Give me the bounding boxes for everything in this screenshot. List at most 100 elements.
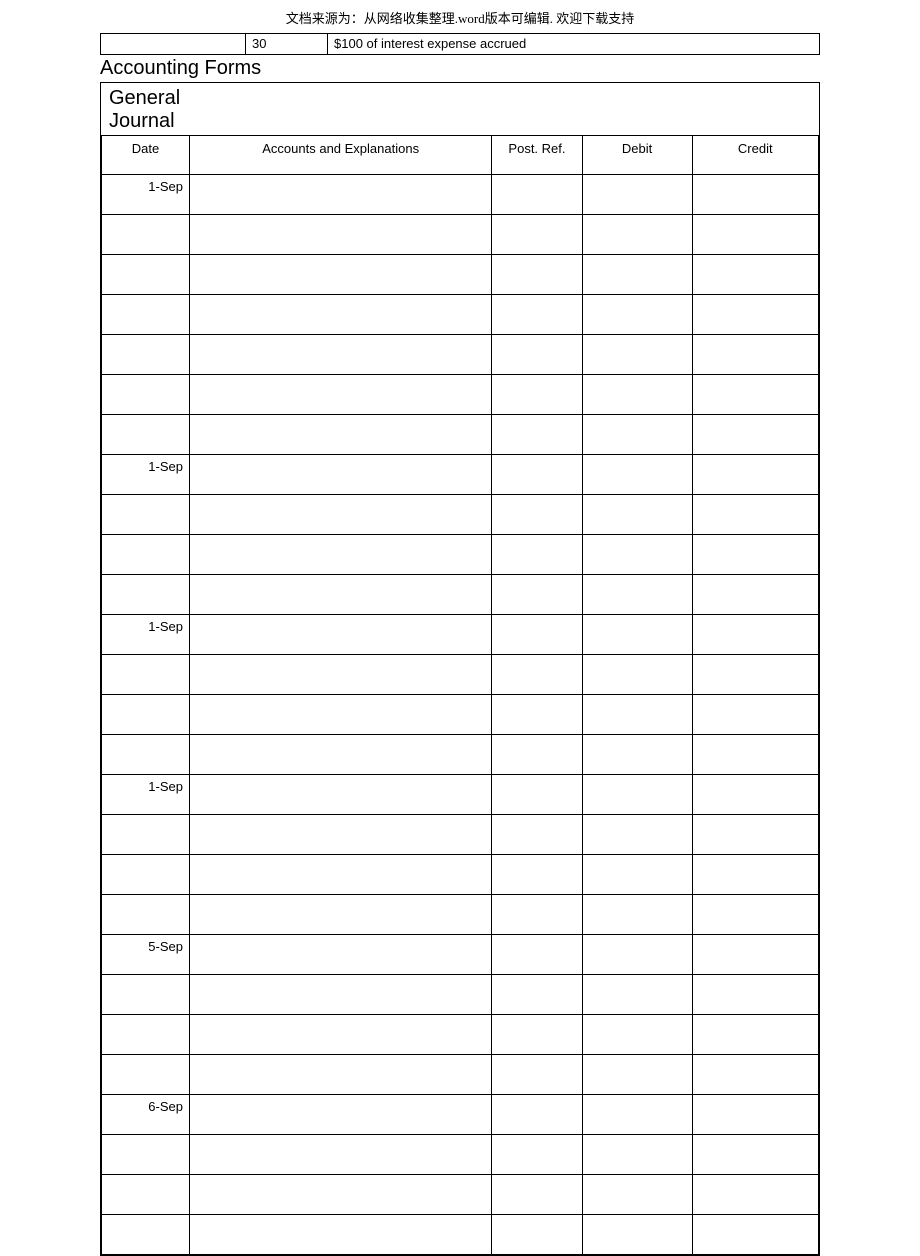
- cell-date: [102, 1015, 190, 1055]
- cell-date: [102, 535, 190, 575]
- cell-debit: [582, 975, 692, 1015]
- cell-postref: [492, 255, 582, 295]
- col-header-postref: Post. Ref.: [492, 136, 582, 175]
- table-row: [102, 215, 819, 255]
- cell-credit: [692, 1055, 818, 1095]
- table-row: [102, 655, 819, 695]
- journal-container: General Journal Date Accounts and Explan…: [100, 82, 820, 1256]
- cell-accounts: [189, 1055, 491, 1095]
- cell-postref: [492, 775, 582, 815]
- cell-debit: [582, 695, 692, 735]
- table-row: [102, 975, 819, 1015]
- cell-date: 1-Sep: [102, 175, 190, 215]
- cell-accounts: [189, 615, 491, 655]
- cell-postref: [492, 455, 582, 495]
- cell-credit: [692, 695, 818, 735]
- cell-postref: [492, 695, 582, 735]
- top-row-cell-3: $100 of interest expense accrued: [328, 34, 819, 54]
- table-row: 1-Sep: [102, 455, 819, 495]
- table-row: [102, 535, 819, 575]
- cell-date: [102, 295, 190, 335]
- cell-credit: [692, 895, 818, 935]
- cell-date: [102, 895, 190, 935]
- cell-debit: [582, 575, 692, 615]
- cell-date: [102, 815, 190, 855]
- cell-postref: [492, 1055, 582, 1095]
- table-row: [102, 855, 819, 895]
- cell-credit: [692, 735, 818, 775]
- cell-debit: [582, 175, 692, 215]
- cell-date: [102, 375, 190, 415]
- cell-credit: [692, 295, 818, 335]
- cell-debit: [582, 375, 692, 415]
- cell-debit: [582, 1135, 692, 1175]
- cell-accounts: [189, 215, 491, 255]
- cell-date: 5-Sep: [102, 935, 190, 975]
- cell-accounts: [189, 455, 491, 495]
- cell-postref: [492, 895, 582, 935]
- cell-credit: [692, 655, 818, 695]
- cell-debit: [582, 1055, 692, 1095]
- cell-debit: [582, 615, 692, 655]
- cell-postref: [492, 615, 582, 655]
- cell-accounts: [189, 695, 491, 735]
- table-row: 6-Sep: [102, 1095, 819, 1135]
- top-row-cell-2: 30: [246, 34, 328, 54]
- cell-accounts: [189, 175, 491, 215]
- cell-accounts: [189, 295, 491, 335]
- cell-credit: [692, 335, 818, 375]
- cell-date: [102, 255, 190, 295]
- table-row: [102, 1135, 819, 1175]
- cell-date: [102, 1055, 190, 1095]
- cell-debit: [582, 1015, 692, 1055]
- cell-accounts: [189, 1015, 491, 1055]
- top-row-cell-1: [101, 34, 246, 54]
- cell-date: 1-Sep: [102, 615, 190, 655]
- cell-credit: [692, 415, 818, 455]
- cell-postref: [492, 575, 582, 615]
- table-row: [102, 375, 819, 415]
- cell-accounts: [189, 375, 491, 415]
- cell-debit: [582, 255, 692, 295]
- cell-accounts: [189, 935, 491, 975]
- table-row: [102, 415, 819, 455]
- cell-credit: [692, 1215, 818, 1255]
- cell-postref: [492, 375, 582, 415]
- top-info-row: 30 $100 of interest expense accrued: [100, 33, 820, 55]
- table-row: [102, 295, 819, 335]
- cell-postref: [492, 735, 582, 775]
- cell-debit: [582, 775, 692, 815]
- col-header-credit: Credit: [692, 136, 818, 175]
- cell-debit: [582, 855, 692, 895]
- cell-postref: [492, 1095, 582, 1135]
- cell-credit: [692, 775, 818, 815]
- table-row: 5-Sep: [102, 935, 819, 975]
- table-row: [102, 1175, 819, 1215]
- cell-postref: [492, 815, 582, 855]
- cell-debit: [582, 535, 692, 575]
- table-row: [102, 695, 819, 735]
- cell-credit: [692, 535, 818, 575]
- table-row: [102, 815, 819, 855]
- table-row: [102, 735, 819, 775]
- cell-credit: [692, 455, 818, 495]
- cell-debit: [582, 455, 692, 495]
- cell-postref: [492, 855, 582, 895]
- cell-accounts: [189, 855, 491, 895]
- cell-postref: [492, 495, 582, 535]
- cell-accounts: [189, 335, 491, 375]
- cell-postref: [492, 655, 582, 695]
- cell-date: [102, 1135, 190, 1175]
- cell-accounts: [189, 1095, 491, 1135]
- cell-credit: [692, 255, 818, 295]
- cell-postref: [492, 1215, 582, 1255]
- cell-accounts: [189, 495, 491, 535]
- cell-postref: [492, 975, 582, 1015]
- cell-debit: [582, 815, 692, 855]
- cell-postref: [492, 295, 582, 335]
- cell-accounts: [189, 775, 491, 815]
- cell-date: [102, 655, 190, 695]
- cell-credit: [692, 215, 818, 255]
- document-page: 文档来源为：从网络收集整理.word版本可编辑. 欢迎下载支持 30 $100 …: [0, 0, 920, 1256]
- cell-date: [102, 1175, 190, 1215]
